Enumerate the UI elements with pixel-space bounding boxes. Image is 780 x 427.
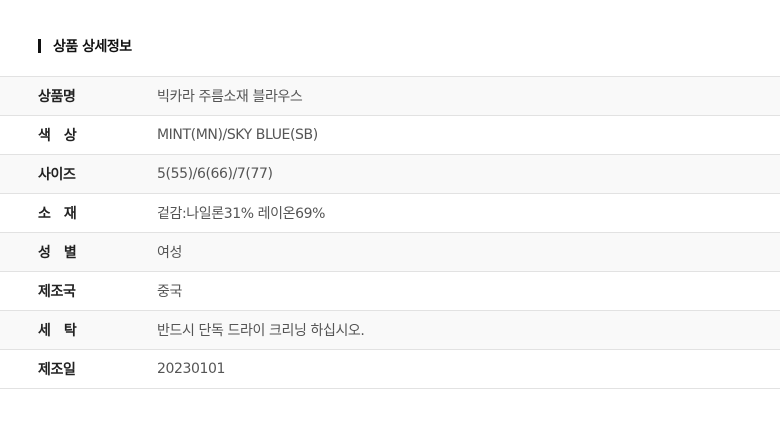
- row-label: 제조국: [38, 284, 76, 300]
- row-label: 제조일: [38, 362, 76, 378]
- section-title-text: 상품 상세정보: [53, 39, 132, 55]
- row-label: 소 재: [38, 206, 77, 222]
- table-row-material: 소 재 겉감:나일론31% 레이온69%: [0, 193, 780, 233]
- row-value: 빅카라 주름소재 블라우스: [157, 89, 303, 105]
- row-value: 5(55)/6(66)/7(77): [157, 166, 273, 182]
- title-bar-marker: [38, 39, 41, 53]
- row-value: 반드시 단독 드라이 크리닝 하십시오.: [157, 323, 365, 339]
- row-label: 색 상: [38, 128, 77, 144]
- table-row-gender: 성 별 여성: [0, 232, 780, 272]
- table-row-washing: 세 탁 반드시 단독 드라이 크리닝 하십시오.: [0, 310, 780, 350]
- row-value: 겉감:나일론31% 레이온69%: [157, 206, 326, 222]
- table-row-size: 사이즈 5(55)/6(66)/7(77): [0, 154, 780, 194]
- row-label: 상품명: [38, 89, 76, 105]
- row-value: 중국: [157, 284, 182, 300]
- row-label: 사이즈: [38, 167, 76, 183]
- row-label: 성 별: [38, 245, 77, 261]
- product-detail-table: 상품명 빅카라 주름소재 블라우스 색 상 MINT(MN)/SKY BLUE(SB…: [0, 76, 780, 389]
- row-value: 20230101: [157, 361, 226, 377]
- table-row-color: 색 상 MINT(MN)/SKY BLUE(SB): [0, 115, 780, 155]
- row-value: 여성: [157, 245, 182, 261]
- row-value: MINT(MN)/SKY BLUE(SB): [157, 127, 318, 143]
- table-row-origin: 제조국 중국: [0, 271, 780, 311]
- table-row-product-name: 상품명 빅카라 주름소재 블라우스: [0, 76, 780, 116]
- table-row-manufacture-date: 제조일 20230101: [0, 349, 780, 389]
- row-label: 세 탁: [38, 323, 77, 339]
- section-title: 상품 상세정보: [38, 36, 132, 56]
